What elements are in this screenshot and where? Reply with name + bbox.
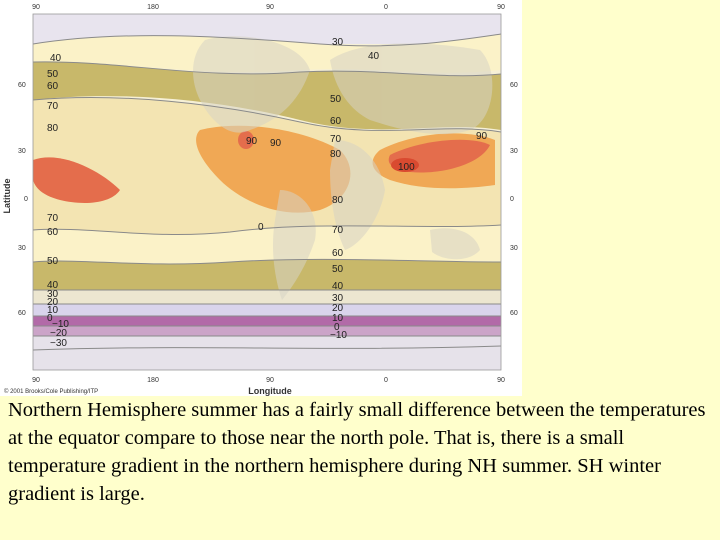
isotherm-label: 80: [332, 195, 344, 206]
lon-label-bottom: 90: [497, 377, 505, 384]
band-cold-south: [33, 304, 501, 316]
map-frame: [32, 13, 502, 371]
lon-label-bottom: 180: [147, 377, 159, 384]
isotherm-label: 90: [270, 138, 282, 149]
lat-label-right: 60: [510, 82, 518, 89]
lon-label-top: 0: [384, 4, 388, 11]
isotherm-label: −10: [52, 319, 69, 330]
lat-label-left: 30: [18, 148, 26, 155]
lat-label-left: 30: [18, 245, 26, 252]
slide-caption: Northern Hemisphere summer has a fairly …: [8, 399, 706, 505]
latitude-axis-title: Latitude: [2, 179, 12, 214]
isotherm-label: 40: [50, 53, 62, 64]
isotherm-world-map: 90 180 90 0 90 90 180 90 0 90 60 30 0 30…: [2, 4, 518, 396]
isotherm-label: 40: [332, 281, 344, 292]
lat-label-right: 0: [510, 196, 514, 203]
region-very-hot-north-america: [238, 131, 254, 149]
lat-label-right: 60: [510, 310, 518, 317]
isotherm-label: 70: [47, 101, 59, 112]
isotherm-label: 30: [332, 37, 344, 48]
isotherm-label: 0: [47, 313, 53, 324]
lat-label-left: 60: [18, 82, 26, 89]
isotherm-label: 80: [47, 123, 59, 134]
isotherm-label: 50: [47, 256, 59, 267]
isotherm-label: 50: [330, 94, 342, 105]
isotherm-label: 10: [47, 305, 59, 316]
lon-label-top: 90: [32, 4, 40, 11]
isotherm-label: −10: [330, 330, 347, 341]
isotherm-label: 40: [368, 51, 380, 62]
lat-label-right: 30: [510, 148, 518, 155]
temperature-map-panel: 90 180 90 0 90 90 180 90 0 90 60 30 0 30…: [0, 0, 522, 396]
isotherm-label: 30: [332, 293, 344, 304]
lon-label-bottom: 0: [384, 377, 388, 384]
isotherm-label: 0: [258, 222, 264, 233]
isotherm-label: −30: [50, 338, 67, 349]
isotherm-label: 40: [47, 280, 59, 291]
lon-label-top: 180: [147, 4, 159, 11]
isotherm-label: 60: [330, 116, 342, 127]
isotherm-label: 50: [332, 264, 344, 275]
isotherm-label: 50: [47, 69, 59, 80]
lon-label-top: 90: [266, 4, 274, 11]
band-warm-south: [33, 225, 501, 264]
lon-label-bottom: 90: [266, 377, 274, 384]
lat-label-right: 30: [510, 245, 518, 252]
isotherm-label: −20: [50, 328, 67, 339]
isotherm-label: 100: [398, 162, 415, 173]
isotherm-label: 80: [330, 149, 342, 160]
isotherm-lines: [32, 33, 502, 351]
isotherm-label: 60: [332, 248, 344, 259]
copyright-credit: © 2001 Brooks/Cole Publishing/ITP: [4, 388, 98, 395]
lat-label-left: 60: [18, 310, 26, 317]
band-cold-south-2: [33, 326, 501, 336]
continents: [193, 36, 493, 300]
isotherm-label: 30: [47, 289, 59, 300]
lon-label-top: 90: [497, 4, 505, 11]
longitude-axis-title: Longitude: [248, 386, 292, 396]
lat-label-left: 0: [24, 196, 28, 203]
isotherm-label: 10: [332, 313, 344, 324]
lon-label-bottom: 90: [32, 377, 40, 384]
region-extreme-asia: [391, 158, 419, 172]
isotherm-label: 70: [47, 213, 59, 224]
isotherm-label: 60: [47, 227, 59, 238]
region-very-hot-west: [33, 157, 120, 203]
isotherm-label: 70: [330, 134, 342, 145]
band-very-cold-south: [33, 316, 501, 326]
isotherm-label: 0: [334, 322, 340, 333]
isotherm-label: 90: [476, 131, 488, 142]
antarctic-band: [33, 336, 501, 370]
band-cool-south: [33, 290, 501, 304]
isotherm-label: 20: [47, 297, 59, 308]
region-hot-americas: [196, 125, 351, 213]
isotherm-label: 90: [246, 136, 258, 147]
isotherm-label: 20: [332, 303, 344, 314]
isotherm-label: 70: [332, 225, 344, 236]
band-mild-south: [33, 259, 501, 290]
isotherm-label: 60: [47, 81, 59, 92]
